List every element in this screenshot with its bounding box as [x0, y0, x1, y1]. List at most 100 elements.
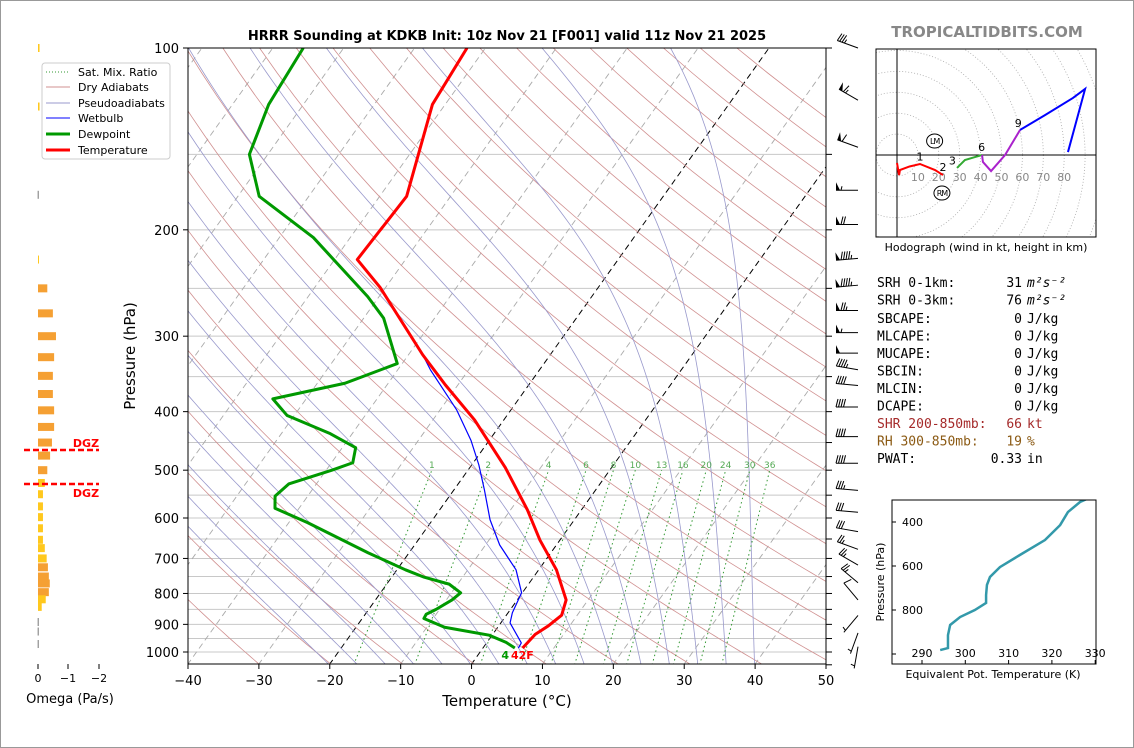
omega-bar [38, 332, 56, 341]
stat-unit: m²s⁻² [1026, 276, 1066, 291]
skewt-frame [187, 47, 827, 665]
y-tick-label: 700 [154, 552, 179, 567]
hodograph-height-label: 3 [949, 155, 956, 168]
barb-half [842, 553, 847, 557]
surface-dewpoint-label: 4 [501, 649, 509, 662]
sounding-stats: SRH 0-1km: 31 m²s⁻² SRH 0-3km: 76 m²s⁻² SBCAPE… [877, 276, 1066, 467]
legend: Sat. Mix. Ratio Dry Adiabats Pseudoadiab… [41, 62, 171, 160]
barb-full [848, 277, 851, 287]
theta-e-x-tick-label: 300 [955, 647, 976, 660]
x-tick-label: 0 [467, 674, 475, 689]
barb-half [843, 485, 846, 490]
barb-full [840, 398, 844, 408]
legend-label: Sat. Mix. Ratio [78, 66, 158, 79]
dry-adiabat [516, 48, 826, 302]
theta-e-y-tick-label: 800 [902, 604, 923, 617]
barb-flag [837, 132, 842, 142]
wind-barb [835, 455, 858, 464]
hodograph-ring-label: 60 [1015, 171, 1029, 184]
omega-tick: −1 [60, 672, 76, 685]
barb-half [850, 281, 853, 286]
barb-half [845, 306, 848, 311]
barb-full [840, 480, 845, 490]
y-tick-label: 1000 [146, 646, 179, 661]
theta-e-y-tick-label: 400 [902, 516, 923, 529]
hodograph-segment [956, 154, 983, 169]
barb-full [835, 398, 839, 408]
pseudoadiabat [422, 48, 699, 664]
legend-label: Temperature [77, 144, 148, 157]
omega-panel [24, 44, 100, 669]
legend-label: Dewpoint [78, 128, 131, 141]
stat-label: SBCAPE: [877, 312, 932, 327]
barb-flag [836, 345, 840, 354]
y-tick-label: 400 [154, 406, 179, 421]
mixing-ratio-line [414, 470, 489, 664]
isotherm [188, 48, 628, 664]
stat-label: PWAT: [877, 452, 916, 467]
wind-barb [836, 182, 858, 191]
barb-full [836, 534, 843, 543]
barb-half [841, 539, 845, 544]
stat-label: SBCIN: [877, 365, 924, 380]
barb-full [839, 34, 845, 42]
x-tick-label: 20 [605, 674, 622, 689]
barb-full [839, 535, 845, 543]
barb-full [835, 358, 841, 367]
wind-barb [835, 480, 859, 491]
dgz-label-top: DGZ [73, 437, 99, 450]
y-tick-label: 900 [154, 618, 179, 633]
omega-bar [38, 422, 55, 431]
barb-staff [843, 582, 859, 601]
wind-barb [835, 520, 859, 533]
dry-adiabat [188, 110, 826, 661]
isotherm [188, 48, 557, 566]
dry-adiabat [332, 48, 826, 472]
barb-half [845, 363, 849, 368]
mixing-ratio-label: 30 [744, 461, 756, 471]
mixing-ratio-label: 36 [764, 461, 776, 471]
barb-full [838, 428, 841, 437]
x-tick-label: 40 [747, 674, 764, 689]
wind-barb [835, 358, 859, 371]
stat-value: 0 [1014, 400, 1022, 415]
dry-adiabat [188, 535, 332, 664]
omega-bar [38, 44, 40, 52]
y-tick-label: 200 [154, 224, 179, 239]
barb-full [843, 278, 846, 287]
omega-bar [38, 602, 42, 611]
storm-motion-marker [926, 133, 944, 149]
omega-tick: 0 [35, 672, 42, 685]
barb-full [835, 520, 841, 529]
barb-full [838, 520, 843, 529]
hodograph-height-label: 1 [916, 150, 923, 163]
dry-adiabat [406, 48, 826, 402]
wind-barbs [835, 33, 859, 669]
omega-bar [37, 190, 39, 199]
wind-barb [835, 502, 859, 513]
isotherm [188, 48, 345, 268]
barb-staff [843, 615, 859, 633]
hodograph-ring-label: 70 [1036, 171, 1050, 184]
barb-full [843, 216, 846, 225]
wind-barb [838, 547, 859, 566]
barb-full [840, 216, 844, 225]
mixing-ratio-label: 16 [677, 461, 689, 471]
pseudoadiabat [188, 48, 613, 664]
barb-full [835, 428, 839, 437]
barb-full [840, 251, 843, 260]
barb-full [840, 376, 845, 385]
barb-half [847, 648, 852, 652]
x-tick-label: −30 [245, 674, 272, 689]
stat-value: 0 [1014, 312, 1022, 327]
isotherm [754, 563, 826, 664]
isotherm [258, 48, 699, 664]
omega-bar [38, 579, 50, 588]
x-tick-label: −20 [316, 674, 343, 689]
barb-half [840, 328, 843, 333]
omega-bar [38, 406, 55, 415]
legend-label: Pseudoadiabats [78, 97, 165, 110]
omega-bar [38, 513, 43, 522]
mixing-ratio-line [520, 470, 587, 664]
barb-half [840, 186, 843, 191]
